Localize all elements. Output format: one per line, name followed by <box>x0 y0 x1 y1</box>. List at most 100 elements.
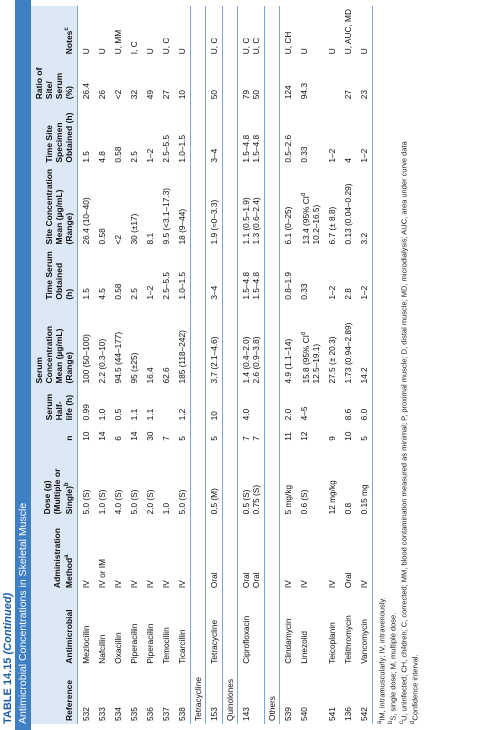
table-cell: 0.58 <box>97 228 107 245</box>
table-cell: 2.5 <box>129 151 139 163</box>
table-cell: 5 <box>205 423 223 444</box>
table-row: 540 Linezolid IV 0.6 (S) 12 4–5 15.8 (95% CId 1… <box>296 6 324 724</box>
table-cell: 26.4 <box>77 57 94 103</box>
footnote-mark: d <box>409 720 416 724</box>
table-cell: 11 <box>279 423 296 444</box>
table-cell: Piperacillin <box>145 623 155 664</box>
cell-line: U, C <box>251 37 261 55</box>
table-cell: 0.8 <box>342 502 353 515</box>
table-cell: IV <box>161 580 171 589</box>
table-cell: 0.58 <box>113 146 123 163</box>
table-cell: 10 <box>205 386 223 424</box>
footnote: dConfidence interval. <box>409 6 420 724</box>
table-cell: 30 <box>145 431 155 441</box>
header-text: Notes <box>64 30 74 55</box>
table-cell: Oral <box>205 517 223 592</box>
table-cell: 0.33 <box>299 283 309 300</box>
section-label: Tetracycline <box>193 677 203 721</box>
table-cell: 4.5 <box>97 288 107 300</box>
table-row: 542 Vancomycin IV 0.15 mg 5 6.0 14.2 1–2 3.2 1–2 2… <box>355 6 373 724</box>
column-header: Serum Half-life (h) <box>31 386 78 424</box>
cell-line: 7 <box>251 436 261 441</box>
header-row: Reference Antimicrobial Administration Met… <box>31 6 78 724</box>
table-cell: 4 <box>342 158 353 163</box>
table-row: 532 Mezlocillin IV 5.0 (S) 10 0.99 100 (50–100… <box>77 6 94 724</box>
header-note: c <box>64 27 71 31</box>
cell-line: U, C <box>241 37 251 55</box>
table-row: 143 Ciprofloxacin Oral Oral 0.5 (S) 0.75 (S) 7… <box>237 6 265 724</box>
table-cell: 94.5 (44–177) <box>113 331 123 384</box>
section-row: Others <box>265 6 280 724</box>
cell-line: Oral <box>251 572 261 589</box>
table-cell: 0.5–2.6 <box>279 102 296 166</box>
footnote: aIM, intramuscularly; IV, intravenously. <box>376 6 387 724</box>
table-cell: Clindamycin <box>279 591 296 667</box>
table-cell: U <box>145 48 155 55</box>
table-row: 538 Ticarcillin IV 5.0 (S) 5 1.2 185 (118–242)… <box>174 6 191 724</box>
table-cell: 30 (±17) <box>129 213 139 245</box>
table-row: 153 Tetracycline Oral 0.5 (M) 5 10 3.7 (2.1–4.… <box>205 6 223 724</box>
table-cell: 535 <box>129 707 139 721</box>
table-cell: 2.2 (0.3–10) <box>97 338 107 384</box>
table-cell: 536 <box>145 707 155 721</box>
table-cell: Nafcillin <box>97 634 107 664</box>
cell-line: 1.1 (0.5–1.9) <box>241 197 251 245</box>
table-cell: Piperacillin <box>129 623 139 664</box>
table-cell: Linezolid <box>299 630 309 664</box>
column-header: Time Serum Obtained (h) <box>31 247 78 303</box>
table-cell: Oxacillin <box>113 632 123 664</box>
table-cell: 4–5 <box>299 406 309 421</box>
table-cell: IV <box>145 580 155 589</box>
table-cell: 18 (9–44) <box>174 165 191 248</box>
table-cell: 1.4 (0.4–2.0) 2.6 (0.9–3.8) <box>237 302 265 387</box>
table-cell: 143 <box>237 666 265 724</box>
header-text: Time Serum Obtained (h) <box>44 251 74 300</box>
table-cell: 1.0 (S) <box>97 489 107 515</box>
table-cell: 1.5–4.8 1.5–4.8 <box>237 102 265 166</box>
table-cell: 15.8 (95% CId 12.5–19.1) <box>296 303 324 387</box>
table-cell: 1–2 <box>326 285 337 300</box>
table-cell: 2.0 (S) <box>145 489 155 515</box>
title-continued: (Continued) <box>2 592 14 655</box>
table-cell: 4.0 (S) <box>113 489 123 515</box>
table-row: 534 Oxacillin IV 4.0 (S) 6 0.5 94.5 (44–177) 0.… <box>110 6 126 724</box>
table-cell: 539 <box>279 666 296 724</box>
cell-text: 13.4 (95% CI <box>300 196 311 245</box>
table-cell: 185 (118–242) <box>174 302 191 387</box>
table-cell: 10 <box>77 423 94 444</box>
table-cell: 4.8 <box>97 151 107 163</box>
table-cell: 6.0 <box>355 386 373 424</box>
footnote-mark: c <box>398 721 405 724</box>
table-subtitle: Antimicrobial Concentrations in Skeletal… <box>15 0 31 730</box>
table-cell: 16.4 <box>145 367 155 384</box>
table-cell: 0.5 (S) 0.75 (S) <box>237 443 265 518</box>
cell-line: Oral <box>241 572 251 589</box>
table-cell: 0.58 <box>113 283 123 300</box>
header-text: Time Site Specimen Obtained (h) <box>44 112 74 163</box>
table-cell: 136 <box>342 707 353 721</box>
column-header: Reference <box>31 666 78 724</box>
table-row: 539 Clindamycin IV 5 mg/kg 11 2.0 4.9 (1.1–14)… <box>279 6 296 724</box>
table-cell: 7 <box>161 436 171 441</box>
column-header: Serum Concentration Mean (µg/mL) (Range) <box>31 302 78 387</box>
table-cell: 3.2 <box>355 165 373 248</box>
table-cell: 95 (±25) <box>129 352 139 384</box>
table-cell: 4.9 (1.1–14) <box>279 302 296 387</box>
table-cell: 23 <box>355 57 373 103</box>
table-cell: 537 <box>161 707 171 721</box>
column-header: n <box>31 423 78 444</box>
cell-note: d <box>301 331 307 336</box>
table-cell: 8.1 <box>145 232 155 245</box>
table-cell: 1.73 (0.94–2.89) <box>342 322 353 384</box>
table-cell: IV or IM <box>97 559 107 589</box>
cell-line: 7 <box>241 436 251 441</box>
cell-line: 1.5–4.8 <box>241 271 251 300</box>
table-cell: U, MM <box>113 29 123 55</box>
table-row: 537 Temocillin IV 1.0 7 62.6 2.5–5.5 9.5 (<3.1–… <box>158 6 174 724</box>
table-cell: 5.0 (S) <box>174 443 191 518</box>
table-cell: 1–2 <box>145 285 155 300</box>
table-cell: 26 <box>97 89 107 100</box>
table-cell: 532 <box>77 666 94 724</box>
table-cell: 5 <box>355 423 373 444</box>
table-cell: U <box>97 48 107 55</box>
